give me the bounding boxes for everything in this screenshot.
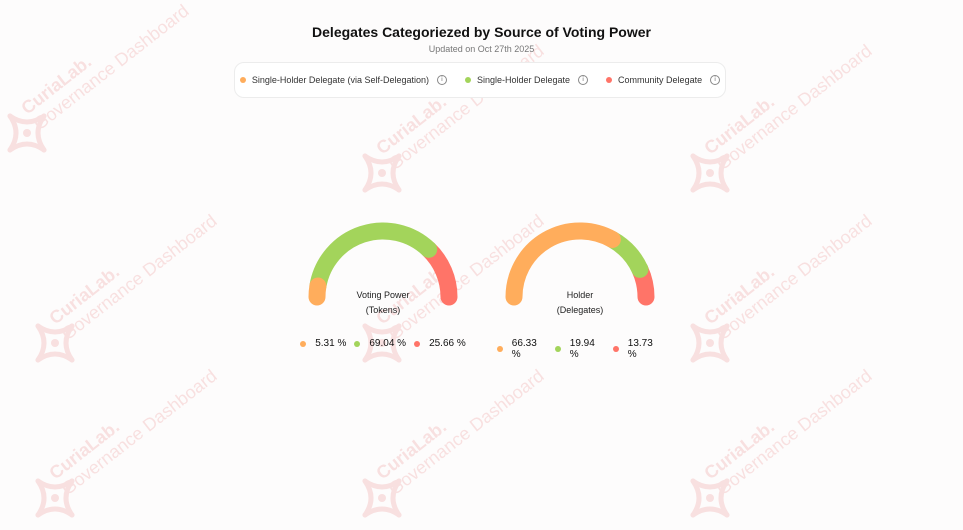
- watermark-sub: Governance Dashboard: [57, 210, 221, 344]
- watermark-sub: Governance Dashboard: [712, 210, 876, 344]
- watermark-sub: Governance Dashboard: [384, 40, 548, 174]
- gauge-arc-svg: [505, 222, 655, 306]
- gauge-value-single-holder: 19.94 %: [555, 338, 605, 360]
- curialab-logo-icon: [28, 471, 82, 525]
- gauge-value-community: 25.66 %: [414, 338, 466, 349]
- watermark: CuriaLab. Governance Dashboard: [28, 366, 248, 525]
- legend-item-community[interactable]: Community Delegate i: [606, 75, 721, 85]
- value-dot: [300, 340, 307, 347]
- curialab-logo-icon: [355, 146, 409, 200]
- gauge-values: 66.33 % 19.94 % 13.73 %: [497, 338, 663, 360]
- value-dot: [613, 346, 619, 352]
- legend: Single-Holder Delegate (via Self-Delegat…: [234, 62, 726, 98]
- info-icon[interactable]: i: [710, 75, 721, 85]
- watermark-sub: Governance Dashboard: [384, 365, 548, 499]
- value-dot: [414, 340, 421, 347]
- watermark-brand: CuriaLab.: [700, 416, 779, 484]
- gauge-segment-0[interactable]: [505, 222, 621, 306]
- watermark-brand: CuriaLab.: [17, 51, 96, 119]
- watermark: CuriaLab. Governance Dashboard: [355, 366, 575, 525]
- watermark: CuriaLab. Governance Dashboard: [28, 211, 248, 370]
- gauge-holder: Holder (Delegates) 66.33 % 19.94 % 13.73…: [497, 222, 663, 362]
- watermark-sub: Governance Dashboard: [712, 40, 876, 174]
- watermark-sub: Governance Dashboard: [57, 365, 221, 499]
- watermark-brand: CuriaLab.: [45, 416, 124, 484]
- legend-dot: [606, 77, 613, 83]
- value-text: 5.31 %: [315, 338, 347, 349]
- value-dot: [354, 340, 361, 347]
- gauge-label-line2: (Tokens): [365, 305, 401, 315]
- value-text: 25.66 %: [429, 338, 466, 349]
- gauge-arc-svg: [308, 222, 458, 306]
- gauge-label-line1: Voting Power: [356, 290, 410, 300]
- legend-label: Single-Holder Delegate (via Self-Delegat…: [251, 75, 429, 85]
- watermark-text: CuriaLab. Governance Dashboard: [700, 350, 875, 499]
- legend-item-self-delegation[interactable]: Single-Holder Delegate (via Self-Delegat…: [239, 75, 447, 85]
- chart-subtitle: Updated on Oct 27th 2025: [428, 44, 535, 54]
- legend-dot: [239, 77, 246, 83]
- watermark: CuriaLab. Governance Dashboard: [0, 1, 220, 160]
- gauge-values: 5.31 % 69.04 % 25.66 %: [300, 338, 466, 349]
- info-icon[interactable]: i: [578, 75, 589, 85]
- gauge-segment-0[interactable]: [308, 277, 327, 306]
- value-dot: [497, 346, 503, 352]
- value-text: 13.73 %: [627, 338, 653, 360]
- gauge-value-self-delegation: 5.31 %: [300, 338, 346, 349]
- curialab-logo-icon: [683, 471, 737, 525]
- gauge-voting-power: Voting Power (Tokens) 5.31 % 69.04 % 25.…: [300, 222, 466, 362]
- watermark-text: CuriaLab. Governance Dashboard: [45, 195, 220, 344]
- watermark: CuriaLab. Governance Dashboard: [683, 211, 903, 370]
- watermark-text: CuriaLab. Governance Dashboard: [17, 0, 192, 134]
- watermark-text: CuriaLab. Governance Dashboard: [372, 350, 547, 499]
- watermark-sub: Governance Dashboard: [29, 0, 193, 134]
- value-text: 66.33 %: [511, 338, 537, 360]
- legend-label: Single-Holder Delegate: [476, 75, 571, 85]
- info-icon[interactable]: i: [436, 75, 447, 85]
- watermark-brand: CuriaLab.: [45, 261, 124, 329]
- legend-label: Community Delegate: [618, 75, 703, 85]
- curialab-logo-icon: [355, 471, 409, 525]
- legend-dot: [464, 77, 471, 83]
- gauge-segment-1[interactable]: [309, 222, 438, 295]
- watermark-brand: CuriaLab.: [700, 261, 779, 329]
- curialab-logo-icon: [0, 106, 54, 160]
- gauge-label-line1: Holder: [566, 290, 594, 300]
- gauge-label: Holder (Delegates): [497, 288, 663, 318]
- watermark: CuriaLab. Governance Dashboard: [683, 366, 903, 525]
- watermark-text: CuriaLab. Governance Dashboard: [700, 195, 875, 344]
- curialab-logo-icon: [28, 316, 82, 370]
- watermark-text: CuriaLab. Governance Dashboard: [45, 350, 220, 499]
- gauge-value-single-holder: 69.04 %: [354, 338, 406, 349]
- value-dot: [555, 346, 561, 352]
- chart-title: Delegates Categoriezed by Source of Voti…: [312, 24, 651, 40]
- gauge-label: Voting Power (Tokens): [300, 288, 466, 318]
- gauge-value-self-delegation: 66.33 %: [497, 338, 547, 360]
- watermark-brand: CuriaLab.: [372, 416, 451, 484]
- legend-item-single-holder[interactable]: Single-Holder Delegate i: [464, 75, 589, 85]
- watermark-sub: Governance Dashboard: [712, 365, 876, 499]
- curialab-logo-icon: [683, 146, 737, 200]
- curialab-logo-icon: [683, 316, 737, 370]
- gauge-value-community: 13.73 %: [613, 338, 663, 360]
- value-text: 69.04 %: [369, 338, 407, 349]
- value-text: 19.94 %: [569, 338, 595, 360]
- gauge-label-line2: (Delegates): [556, 305, 604, 315]
